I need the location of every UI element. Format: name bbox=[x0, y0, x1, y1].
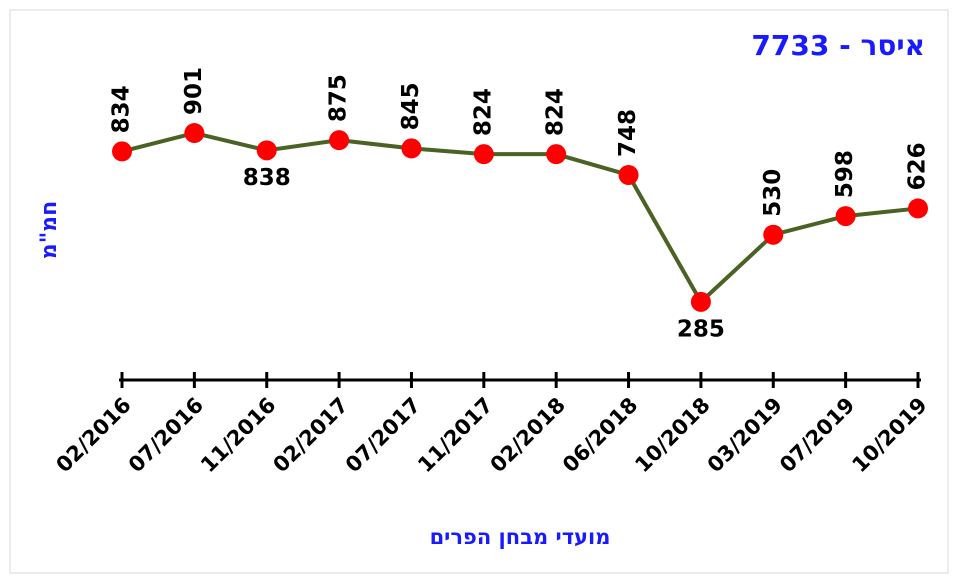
data-label: 834 bbox=[109, 85, 135, 133]
line bbox=[121, 130, 919, 306]
y-axis-label: חמ"מ bbox=[37, 201, 62, 259]
data-label: 530 bbox=[760, 169, 786, 217]
marker bbox=[690, 291, 711, 312]
data-label: 748 bbox=[615, 109, 641, 157]
data-label: 626 bbox=[905, 142, 931, 190]
chart-border bbox=[9, 9, 949, 574]
marker bbox=[329, 130, 350, 151]
marker bbox=[835, 206, 856, 227]
data-label: 285 bbox=[677, 316, 725, 342]
marker bbox=[473, 144, 494, 165]
marker bbox=[401, 138, 422, 159]
data-label: 845 bbox=[398, 82, 424, 130]
marker bbox=[184, 123, 205, 144]
data-label: 824 bbox=[470, 88, 496, 136]
marker bbox=[763, 224, 784, 245]
marker bbox=[908, 198, 928, 219]
data-label: 901 bbox=[181, 67, 207, 115]
x-axis-label: מועדי מבחן הפרים bbox=[430, 525, 611, 549]
data-label: 598 bbox=[832, 150, 858, 198]
data-label: 824 bbox=[543, 88, 569, 136]
marker bbox=[256, 140, 277, 161]
data-label: 875 bbox=[326, 74, 352, 122]
chart-title: איסר - 7733 bbox=[751, 29, 925, 62]
marker bbox=[618, 164, 639, 185]
marker bbox=[112, 141, 132, 162]
marker bbox=[546, 144, 567, 165]
data-label: 838 bbox=[243, 165, 291, 191]
